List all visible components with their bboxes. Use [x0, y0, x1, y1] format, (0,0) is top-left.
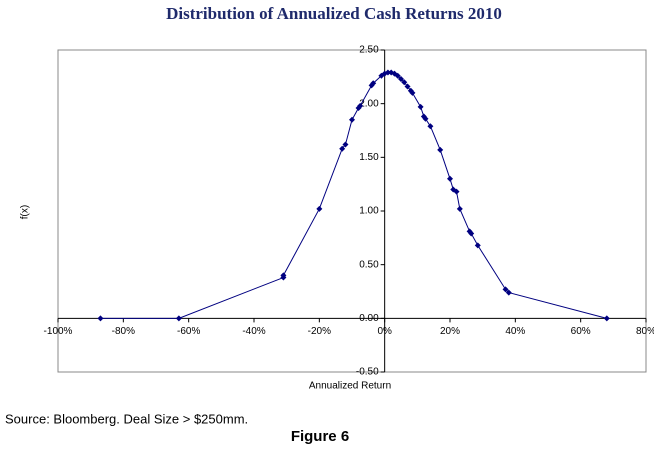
y-tick-label: 0.00 — [359, 313, 379, 324]
y-tick-label: 1.00 — [359, 206, 379, 217]
data-point — [409, 89, 416, 96]
data-point — [394, 72, 401, 79]
data-point — [422, 115, 429, 122]
data-point — [384, 69, 391, 76]
x-tick-label: 0% — [377, 326, 392, 337]
data-point — [175, 315, 182, 322]
data-point — [437, 146, 444, 153]
plot-frame — [57, 49, 647, 373]
data-point — [349, 116, 355, 123]
y-tick-label: 0.50 — [359, 259, 379, 270]
y-tick-label: 2.50 — [359, 45, 379, 56]
data-point — [456, 205, 463, 212]
data-point — [468, 230, 475, 237]
data-point — [447, 175, 453, 182]
x-axis-label: Annualized Return — [309, 381, 391, 392]
chart-title: Distribution of Annualized Cash Returns … — [166, 4, 502, 23]
data-point — [316, 205, 323, 212]
data-point — [427, 123, 434, 130]
y-axis-label: f(x) — [20, 205, 31, 219]
source-note: Source: Bloomberg. Deal Size > $250mm. — [5, 411, 248, 426]
data-point — [280, 272, 287, 279]
data-point — [370, 80, 377, 87]
data-point — [342, 141, 349, 148]
data-point — [357, 102, 364, 109]
data-point — [398, 75, 404, 82]
data-point — [502, 286, 509, 293]
x-tick-label: -20% — [308, 326, 331, 337]
data-point — [404, 83, 411, 90]
figure-caption: Figure 6 — [291, 428, 349, 445]
x-tick-label: -80% — [112, 326, 135, 337]
data-point — [417, 103, 424, 110]
y-tick-label: 2.00 — [359, 98, 379, 109]
data-point — [603, 315, 610, 322]
curve-line — [100, 72, 607, 319]
data-point — [401, 79, 408, 86]
y-tick-label: -0.50 — [356, 367, 379, 378]
data-point — [97, 315, 104, 322]
x-tick-label: 60% — [571, 326, 591, 337]
y-tick-label: 1.50 — [359, 152, 379, 163]
x-tick-label: -60% — [177, 326, 200, 337]
x-tick-label: 80% — [636, 326, 654, 337]
x-tick-label: -40% — [242, 326, 265, 337]
data-point — [474, 242, 481, 249]
data-point — [505, 289, 512, 296]
x-tick-label: -100% — [44, 326, 73, 337]
x-tick-label: 40% — [505, 326, 525, 337]
data-point — [453, 188, 460, 195]
data-point — [339, 145, 346, 152]
x-tick-label: 20% — [440, 326, 460, 337]
